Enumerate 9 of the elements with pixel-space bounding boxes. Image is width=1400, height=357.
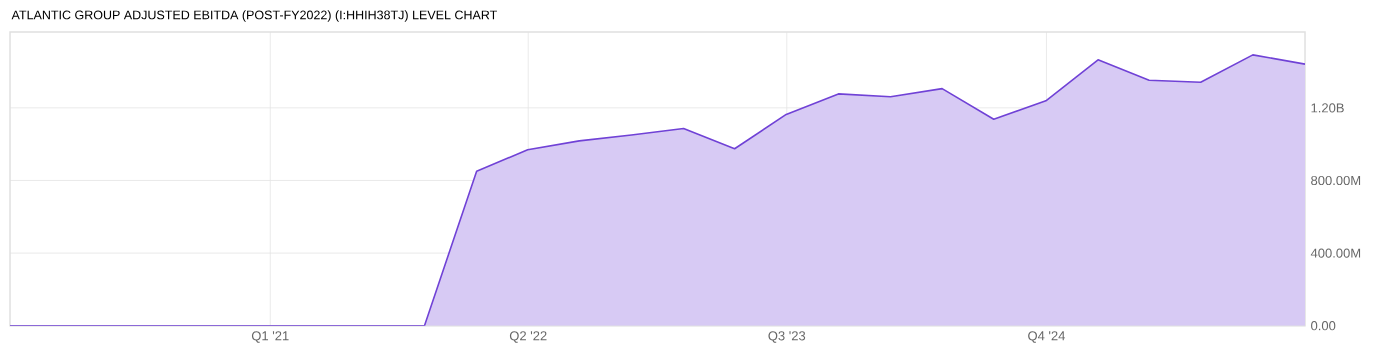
y-tick-label: 1.20B [1311, 103, 1344, 113]
x-tick-label: Q4 '24 [1028, 331, 1066, 343]
x-tick-label: Q2 '22 [509, 331, 547, 343]
y-tick-label: 400.00M [1310, 248, 1361, 258]
chart-title: ATLANTIC GROUP ADJUSTED EBITDA (POST-FY2022) (I:HHIH38TJ) LEVEL CHART [11, 10, 497, 22]
y-tick-label: 800.00M [1311, 175, 1361, 186]
x-tick-label: Q3 '23 [768, 331, 806, 343]
x-tick-label: Q1 '21 [251, 331, 289, 343]
y-tick-label: 0.00 [1311, 321, 1336, 331]
